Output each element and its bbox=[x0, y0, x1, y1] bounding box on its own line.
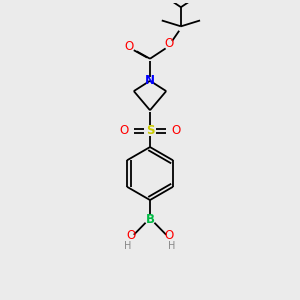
Text: H: H bbox=[124, 241, 132, 251]
Text: N: N bbox=[145, 74, 155, 87]
Text: S: S bbox=[146, 124, 154, 137]
Text: O: O bbox=[164, 230, 174, 242]
Text: O: O bbox=[125, 40, 134, 52]
Text: O: O bbox=[164, 38, 174, 50]
Text: B: B bbox=[146, 213, 154, 226]
Text: H: H bbox=[168, 241, 176, 251]
Text: O: O bbox=[171, 124, 180, 137]
Text: O: O bbox=[126, 230, 136, 242]
Text: O: O bbox=[120, 124, 129, 137]
